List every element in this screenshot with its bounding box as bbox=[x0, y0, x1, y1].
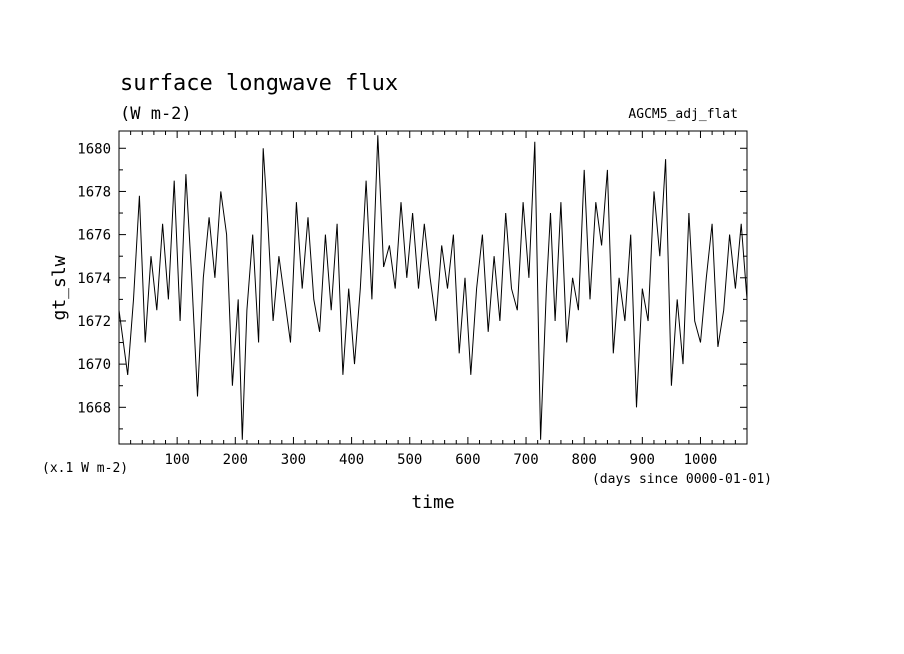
y-tick-label: 1680 bbox=[77, 141, 111, 157]
y-tick-label: 1676 bbox=[77, 228, 111, 244]
x-axis-units: (days since 0000-01-01) bbox=[592, 472, 772, 487]
x-tick-label: 700 bbox=[513, 452, 538, 468]
x-tick-label: 800 bbox=[572, 452, 597, 468]
experiment-label: AGCM5_adj_flat bbox=[628, 107, 738, 122]
chart-title: surface longwave flux bbox=[120, 71, 398, 96]
plot-frame bbox=[118, 130, 748, 445]
x-tick-label: 200 bbox=[223, 452, 248, 468]
x-tick-label: 600 bbox=[455, 452, 480, 468]
x-axis-label: time bbox=[411, 492, 454, 513]
x-tick-label: 300 bbox=[281, 452, 306, 468]
chart-subtitle-units: (W m-2) bbox=[120, 104, 192, 124]
y-scale-note: (x.1 W m-2) bbox=[42, 461, 128, 476]
y-tick-label: 1674 bbox=[77, 271, 111, 287]
x-axis: 100 200 300 400 500 600 700 800 900 1000 bbox=[130, 131, 736, 468]
y-tick-label: 1670 bbox=[77, 357, 111, 373]
y-axis-label: gt_slw bbox=[49, 255, 70, 320]
y-axis: 1668 1670 1672 1674 1676 1678 1680 bbox=[77, 141, 747, 430]
y-tick-label: 1668 bbox=[77, 400, 111, 416]
series-line-gt-slw bbox=[118, 135, 748, 440]
y-tick-label: 1672 bbox=[77, 314, 111, 330]
x-tick-label: 400 bbox=[339, 452, 364, 468]
x-tick-label: 100 bbox=[164, 452, 189, 468]
x-tick-label: 500 bbox=[397, 452, 422, 468]
x-tick-label: 900 bbox=[630, 452, 655, 468]
y-tick-label: 1678 bbox=[77, 184, 111, 200]
x-tick-label: 1000 bbox=[684, 452, 718, 468]
